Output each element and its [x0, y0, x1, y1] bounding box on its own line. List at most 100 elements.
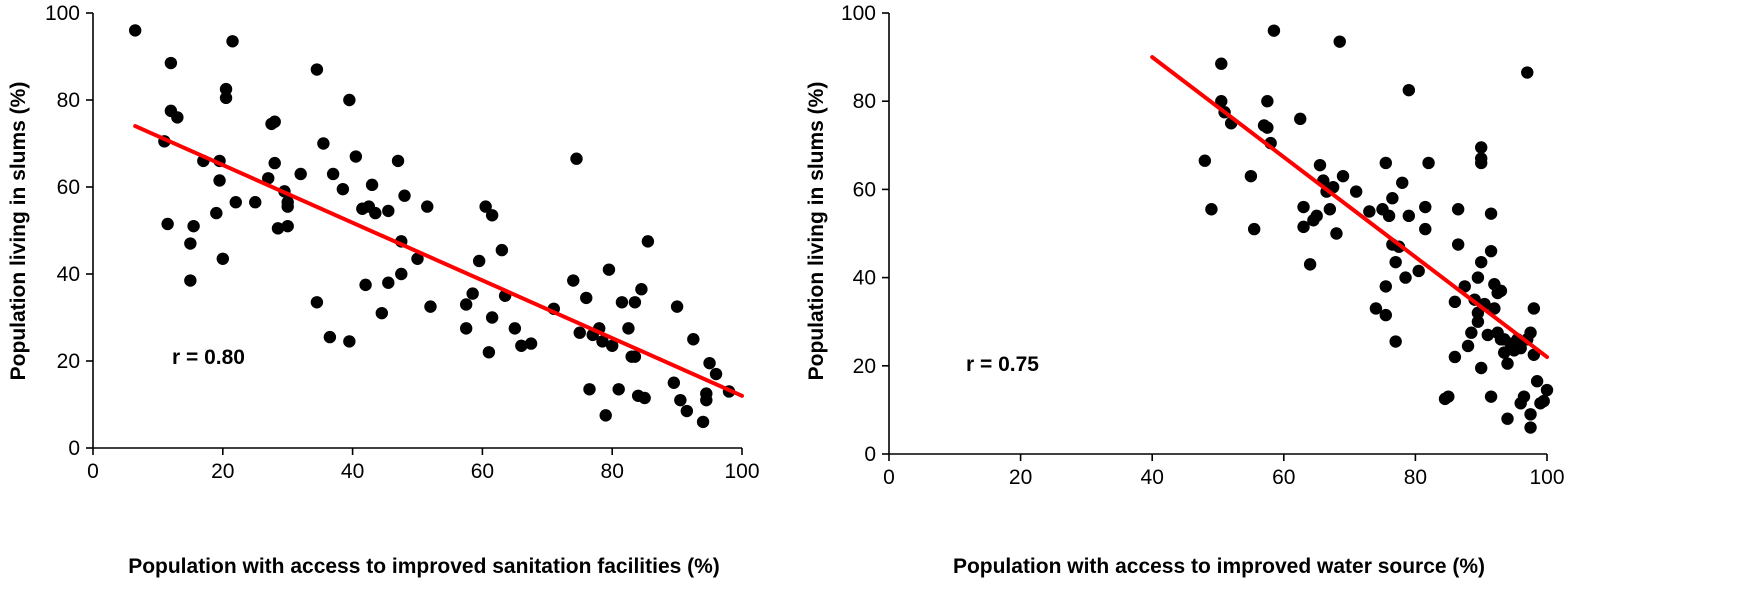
data-point	[1517, 390, 1531, 403]
data-point	[638, 391, 651, 405]
data-point	[294, 167, 307, 181]
data-point	[495, 243, 509, 257]
data-point	[229, 196, 242, 209]
y-tick-label: 80	[853, 90, 876, 113]
data-point	[310, 63, 324, 76]
data-point	[1537, 394, 1550, 408]
data-point	[615, 296, 629, 309]
data-point	[709, 367, 723, 381]
data-point	[696, 415, 710, 429]
data-point	[1475, 141, 1488, 154]
y-tick-label: 100	[45, 2, 80, 25]
data-point	[1399, 271, 1412, 284]
x-tick-label: 20	[211, 460, 234, 483]
data-point	[375, 306, 389, 320]
y-axis-title: Population living in slums (%)	[7, 82, 30, 381]
data-point	[700, 387, 713, 400]
data-point	[249, 196, 262, 209]
data-point	[1205, 203, 1218, 216]
data-point	[459, 322, 473, 335]
data-point	[1244, 169, 1258, 183]
data-point	[395, 267, 408, 281]
data-point	[606, 339, 619, 352]
x-tick-label: 60	[1272, 466, 1295, 489]
data-point	[1501, 412, 1514, 425]
data-point	[1363, 205, 1376, 218]
data-point	[398, 189, 411, 202]
data-point	[1333, 35, 1346, 48]
regression-line	[133, 124, 744, 398]
data-point	[1419, 222, 1432, 236]
data-point	[1540, 383, 1554, 397]
x-tick-label: 0	[883, 466, 895, 489]
data-point	[369, 206, 382, 220]
data-point	[482, 346, 496, 359]
data-point	[1527, 302, 1541, 315]
y-tick-label: 40	[853, 267, 876, 290]
x-tick-label: 0	[87, 460, 99, 483]
data-point	[411, 252, 424, 265]
data-point	[1442, 390, 1455, 403]
data-point	[343, 335, 356, 348]
chart-sanitation: Population living in slums (%) Populatio…	[7, 2, 760, 578]
data-point	[336, 182, 350, 196]
x-axis-title: Population with access to improved water…	[953, 555, 1485, 578]
data-point	[485, 311, 499, 324]
data-point	[1484, 207, 1498, 220]
data-point	[323, 330, 337, 344]
data-point	[1524, 421, 1537, 434]
data-point	[573, 326, 586, 339]
data-point	[1297, 200, 1310, 214]
data-point	[1247, 222, 1261, 236]
data-point	[268, 156, 281, 170]
data-point	[670, 300, 684, 313]
data-point	[1389, 335, 1402, 348]
data-point	[1402, 83, 1416, 97]
data-point	[1261, 95, 1274, 108]
data-point	[359, 278, 372, 292]
data-point	[187, 219, 200, 233]
data-point	[171, 111, 184, 124]
data-point	[128, 24, 142, 37]
y-tick-label: 0	[864, 443, 876, 466]
data-point	[1412, 264, 1425, 278]
data-point	[216, 252, 229, 265]
data-point	[281, 219, 294, 233]
data-point	[635, 283, 648, 296]
data-point	[703, 356, 716, 370]
data-point	[687, 333, 700, 346]
correlation-annotation: r = 0.80	[172, 346, 245, 369]
data-point	[219, 91, 233, 105]
data-point	[268, 115, 281, 128]
y-tick-label: 40	[57, 263, 80, 286]
x-tick-label: 40	[341, 460, 364, 483]
data-point	[365, 178, 379, 192]
data-point	[1297, 220, 1310, 234]
data-point	[1215, 57, 1228, 70]
data-point	[1303, 258, 1317, 271]
x-tick-label: 100	[1529, 466, 1564, 489]
data-point	[281, 196, 294, 209]
data-point	[349, 150, 363, 163]
data-point	[628, 350, 642, 363]
x-tick-label: 20	[1009, 466, 1032, 489]
data-point	[472, 254, 486, 268]
data-point	[570, 152, 583, 165]
data-point	[1448, 350, 1462, 364]
data-point	[1471, 315, 1485, 328]
data-point	[1521, 66, 1534, 79]
y-tick-label: 100	[841, 2, 876, 25]
regression-line	[1150, 55, 1549, 359]
data-point	[602, 263, 616, 276]
data-point	[1461, 339, 1475, 353]
chart-water: Population living in slums (%) Populatio…	[805, 2, 1565, 578]
x-tick-label: 100	[724, 460, 759, 483]
data-point	[1458, 280, 1471, 293]
data-point	[459, 298, 473, 311]
data-point	[1261, 121, 1274, 134]
data-point	[1267, 24, 1281, 37]
data-point	[1313, 158, 1327, 172]
y-tick-label: 60	[853, 178, 876, 201]
data-point	[310, 296, 324, 309]
data-point	[508, 322, 522, 335]
